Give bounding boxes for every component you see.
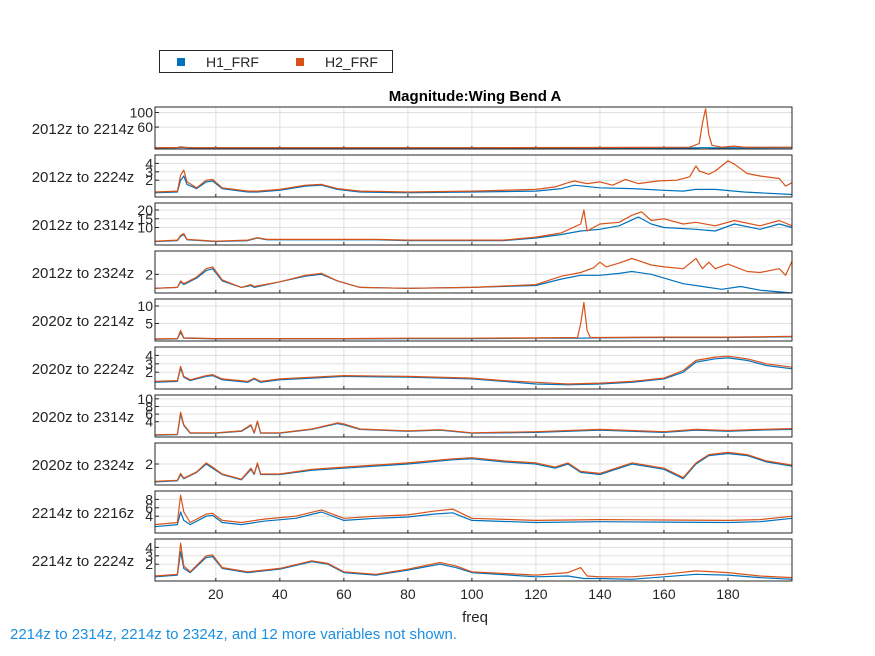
series-line-h2-frf: [154, 451, 793, 482]
panel-ylabel: 2012z to 2224z: [32, 169, 135, 186]
panel-ylabel: 2214z to 2224z: [32, 553, 135, 570]
panel-background: [155, 491, 792, 533]
series-line-h2-frf: [154, 108, 792, 149]
panel-background: [155, 155, 792, 197]
y-tick-label: 2: [145, 456, 153, 472]
y-tick-label: 100: [130, 104, 154, 120]
x-tick-label: 100: [460, 586, 484, 602]
y-tick-label: 10: [137, 391, 153, 407]
series-line-h2-frf: [154, 301, 793, 340]
panel-ylabel: 2012z to 2214z: [32, 121, 135, 138]
chart-title: Magnitude:Wing Bend A: [389, 88, 562, 105]
y-tick-label: 5: [145, 316, 153, 332]
y-tick-label: 3: [145, 164, 153, 180]
panel-ylabel: 2214z to 2216z: [32, 505, 135, 522]
x-tick-label: 160: [652, 586, 676, 602]
y-tick-label: 2: [145, 364, 153, 380]
series-line-h2-frf: [154, 355, 793, 385]
panel-frame: [154, 202, 793, 246]
panel-1: 234 2012z to 2224z: [32, 154, 793, 198]
panel-background: [155, 299, 792, 341]
series-line-h2-frf: [154, 160, 793, 193]
y-tick-label: 4: [145, 155, 153, 171]
panel-ylabel: 2012z to 2324z: [32, 265, 135, 282]
panel-ylabel: 2012z to 2314z: [32, 217, 135, 234]
y-tick-label: 2: [145, 172, 153, 188]
y-tick-label: 4: [145, 414, 153, 430]
x-tick-label: 180: [716, 586, 740, 602]
y-tick-label: 8: [145, 491, 153, 507]
y-tick-label: 4: [145, 508, 153, 524]
panel-7: 2 2020z to 2324z: [32, 442, 793, 486]
y-tick-label: 4: [145, 347, 153, 363]
x-axis-label: freq: [462, 609, 488, 626]
legend-label-h1: H1_FRF: [206, 54, 259, 70]
panel-frame: [154, 394, 793, 438]
series-line-h1-frf: [154, 511, 793, 528]
hidden-variables-note[interactable]: 2214z to 2314z, 2214z to 2324z, and 12 m…: [10, 626, 457, 643]
panel-background: [155, 251, 792, 293]
panel-ylabel: 2020z to 2214z: [32, 313, 135, 330]
panel-ylabel: 2020z to 2324z: [32, 457, 135, 474]
panel-background: [155, 347, 792, 389]
panel-background: [155, 539, 792, 581]
legend[interactable]: H1_FRF H2_FRF: [159, 50, 393, 73]
series-line-h2-frf: [154, 542, 793, 579]
y-tick-label: 3: [145, 356, 153, 372]
x-tick-label: 120: [524, 586, 548, 602]
x-tick-label: 140: [588, 586, 612, 602]
panel-frame: [154, 154, 793, 198]
panel-5: 234 2020z to 2224z: [32, 346, 793, 390]
x-axis: 20 40 60 80 100 120 140 160 180: [208, 586, 740, 602]
y-tick-label: 15: [137, 211, 153, 227]
panel-ylabel: 2020z to 2224z: [32, 361, 135, 378]
y-tick-label: 8: [145, 398, 153, 414]
x-tick-label: 40: [272, 586, 288, 602]
y-tick-label: 10: [137, 298, 153, 314]
legend-swatch-h2: [296, 58, 304, 66]
x-tick-label: 80: [400, 586, 416, 602]
y-tick-label: 20: [137, 202, 153, 218]
panel-frame: [154, 250, 793, 294]
panel-ylabel: 2020z to 2314z: [32, 409, 135, 426]
series-line-h1-frf: [154, 175, 793, 196]
series-line-h2-frf: [154, 411, 793, 436]
y-tick-label: 60: [137, 119, 153, 135]
series-line-h1-frf: [154, 550, 793, 580]
y-tick-label: 2: [145, 266, 153, 282]
panel-frame: [154, 106, 793, 150]
y-tick-label: 6: [145, 500, 153, 516]
panel-frame: [154, 538, 793, 582]
panel-8: 468 2214z to 2216z: [32, 490, 793, 534]
series-line-h2-frf: [154, 494, 793, 526]
y-tick-label: 3: [145, 548, 153, 564]
panel-frame: [154, 490, 793, 534]
series-line-h2-frf: [154, 257, 793, 289]
panel-3: 2 2012z to 2324z: [32, 250, 793, 294]
series-line-h1-frf: [154, 357, 793, 386]
x-tick-label: 60: [336, 586, 352, 602]
x-tick-label: 20: [208, 586, 224, 602]
panel-9: 234 2214z to 2224z: [32, 538, 793, 582]
series-line-h1-frf: [154, 452, 793, 483]
y-tick-label: 2: [145, 556, 153, 572]
y-tick-label: 10: [137, 220, 153, 236]
legend-swatch-h1: [177, 58, 185, 66]
y-tick-label: 6: [145, 406, 153, 422]
panel-frame: [154, 442, 793, 486]
panel-background: [155, 203, 792, 245]
panel-frame: [154, 298, 793, 342]
panel-background: [155, 107, 792, 149]
series-line-h2-frf: [154, 209, 793, 242]
y-tick-label: 4: [145, 539, 153, 555]
legend-label-h2: H2_FRF: [325, 54, 378, 70]
panel-frame: [154, 346, 793, 390]
